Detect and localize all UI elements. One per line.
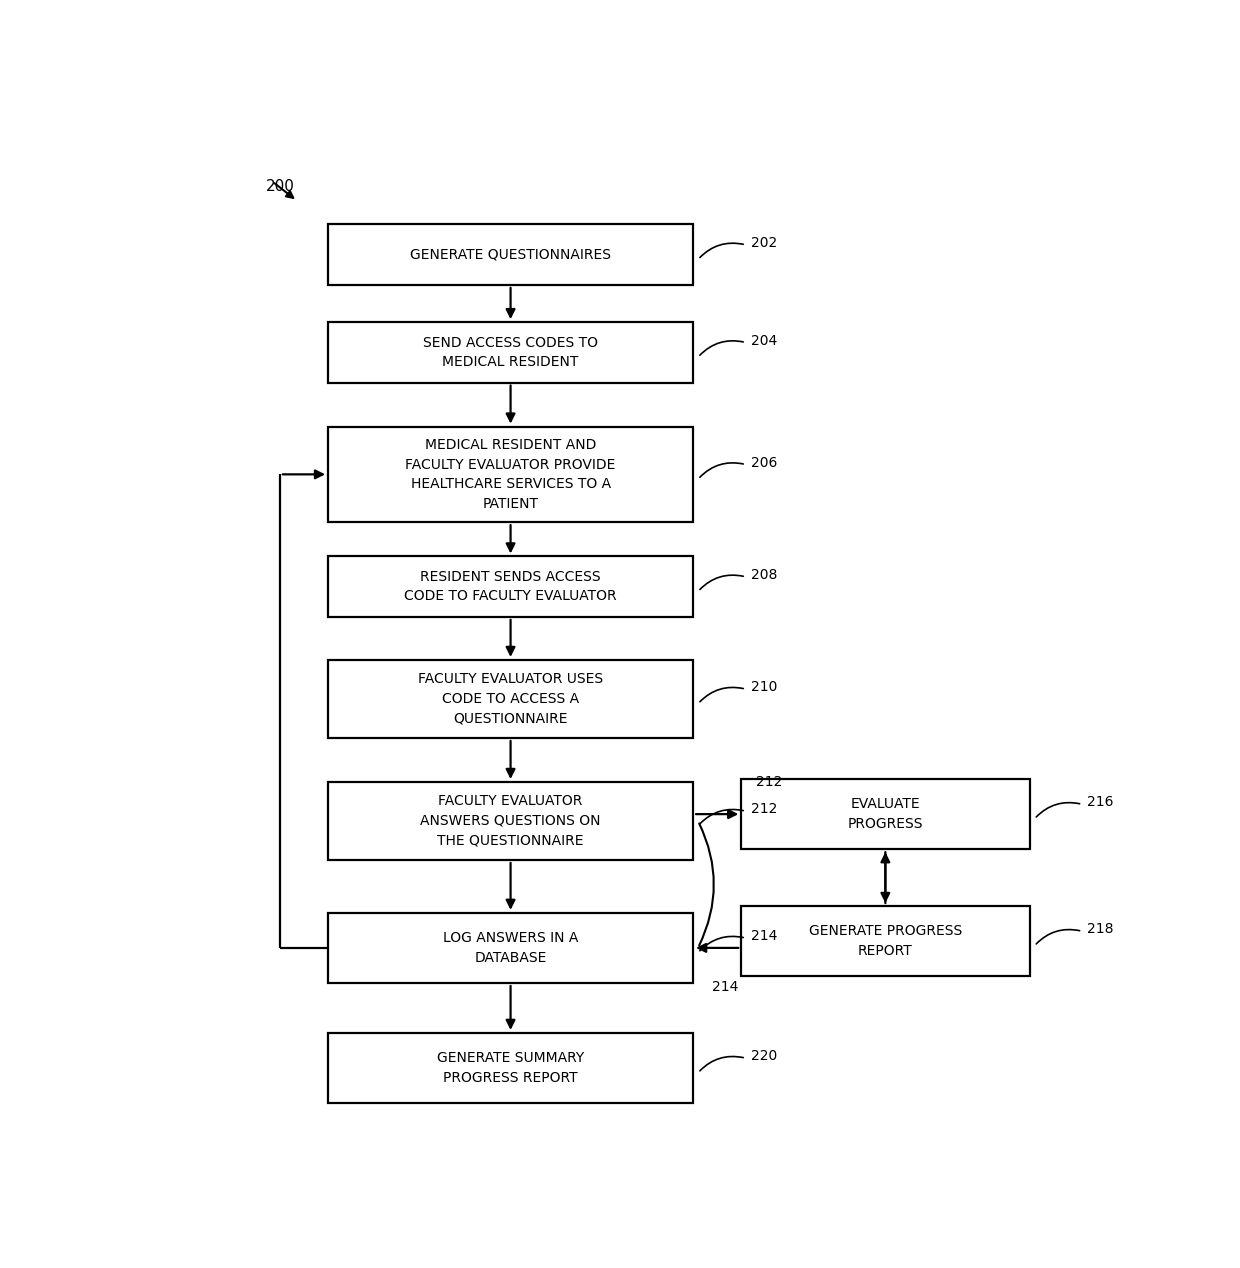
FancyBboxPatch shape bbox=[327, 913, 693, 983]
Text: 210: 210 bbox=[751, 680, 777, 694]
Text: 212: 212 bbox=[751, 803, 777, 817]
Text: MEDICAL RESIDENT AND
FACULTY EVALUATOR PROVIDE
HEALTHCARE SERVICES TO A
PATIENT: MEDICAL RESIDENT AND FACULTY EVALUATOR P… bbox=[405, 439, 616, 511]
Text: SEND ACCESS CODES TO
MEDICAL RESIDENT: SEND ACCESS CODES TO MEDICAL RESIDENT bbox=[423, 336, 598, 369]
Text: 208: 208 bbox=[751, 568, 777, 582]
Text: FACULTY EVALUATOR
ANSWERS QUESTIONS ON
THE QUESTIONNAIRE: FACULTY EVALUATOR ANSWERS QUESTIONS ON T… bbox=[420, 795, 601, 847]
Text: 214: 214 bbox=[751, 929, 777, 943]
FancyBboxPatch shape bbox=[327, 659, 693, 738]
FancyBboxPatch shape bbox=[327, 1033, 693, 1103]
Text: 206: 206 bbox=[751, 455, 777, 469]
FancyBboxPatch shape bbox=[327, 557, 693, 618]
Text: 200: 200 bbox=[265, 180, 294, 194]
FancyBboxPatch shape bbox=[327, 224, 693, 285]
Text: EVALUATE
PROGRESS: EVALUATE PROGRESS bbox=[848, 798, 923, 831]
Text: GENERATE PROGRESS
REPORT: GENERATE PROGRESS REPORT bbox=[808, 924, 962, 957]
FancyBboxPatch shape bbox=[327, 782, 693, 860]
Text: 220: 220 bbox=[751, 1049, 777, 1064]
Text: 214: 214 bbox=[713, 980, 739, 994]
Text: 218: 218 bbox=[1087, 922, 1114, 936]
FancyBboxPatch shape bbox=[327, 322, 693, 383]
FancyBboxPatch shape bbox=[327, 426, 693, 522]
Text: GENERATE SUMMARY
PROGRESS REPORT: GENERATE SUMMARY PROGRESS REPORT bbox=[436, 1051, 584, 1084]
Text: 216: 216 bbox=[1087, 795, 1114, 809]
Text: LOG ANSWERS IN A
DATABASE: LOG ANSWERS IN A DATABASE bbox=[443, 931, 578, 965]
Text: 212: 212 bbox=[755, 775, 782, 789]
Text: RESIDENT SENDS ACCESS
CODE TO FACULTY EVALUATOR: RESIDENT SENDS ACCESS CODE TO FACULTY EV… bbox=[404, 569, 616, 604]
Text: FACULTY EVALUATOR USES
CODE TO ACCESS A
QUESTIONNAIRE: FACULTY EVALUATOR USES CODE TO ACCESS A … bbox=[418, 672, 603, 725]
Text: GENERATE QUESTIONNAIRES: GENERATE QUESTIONNAIRES bbox=[410, 247, 611, 261]
FancyBboxPatch shape bbox=[742, 905, 1029, 976]
FancyBboxPatch shape bbox=[742, 779, 1029, 850]
Text: 204: 204 bbox=[751, 333, 777, 347]
Text: 202: 202 bbox=[751, 236, 777, 250]
